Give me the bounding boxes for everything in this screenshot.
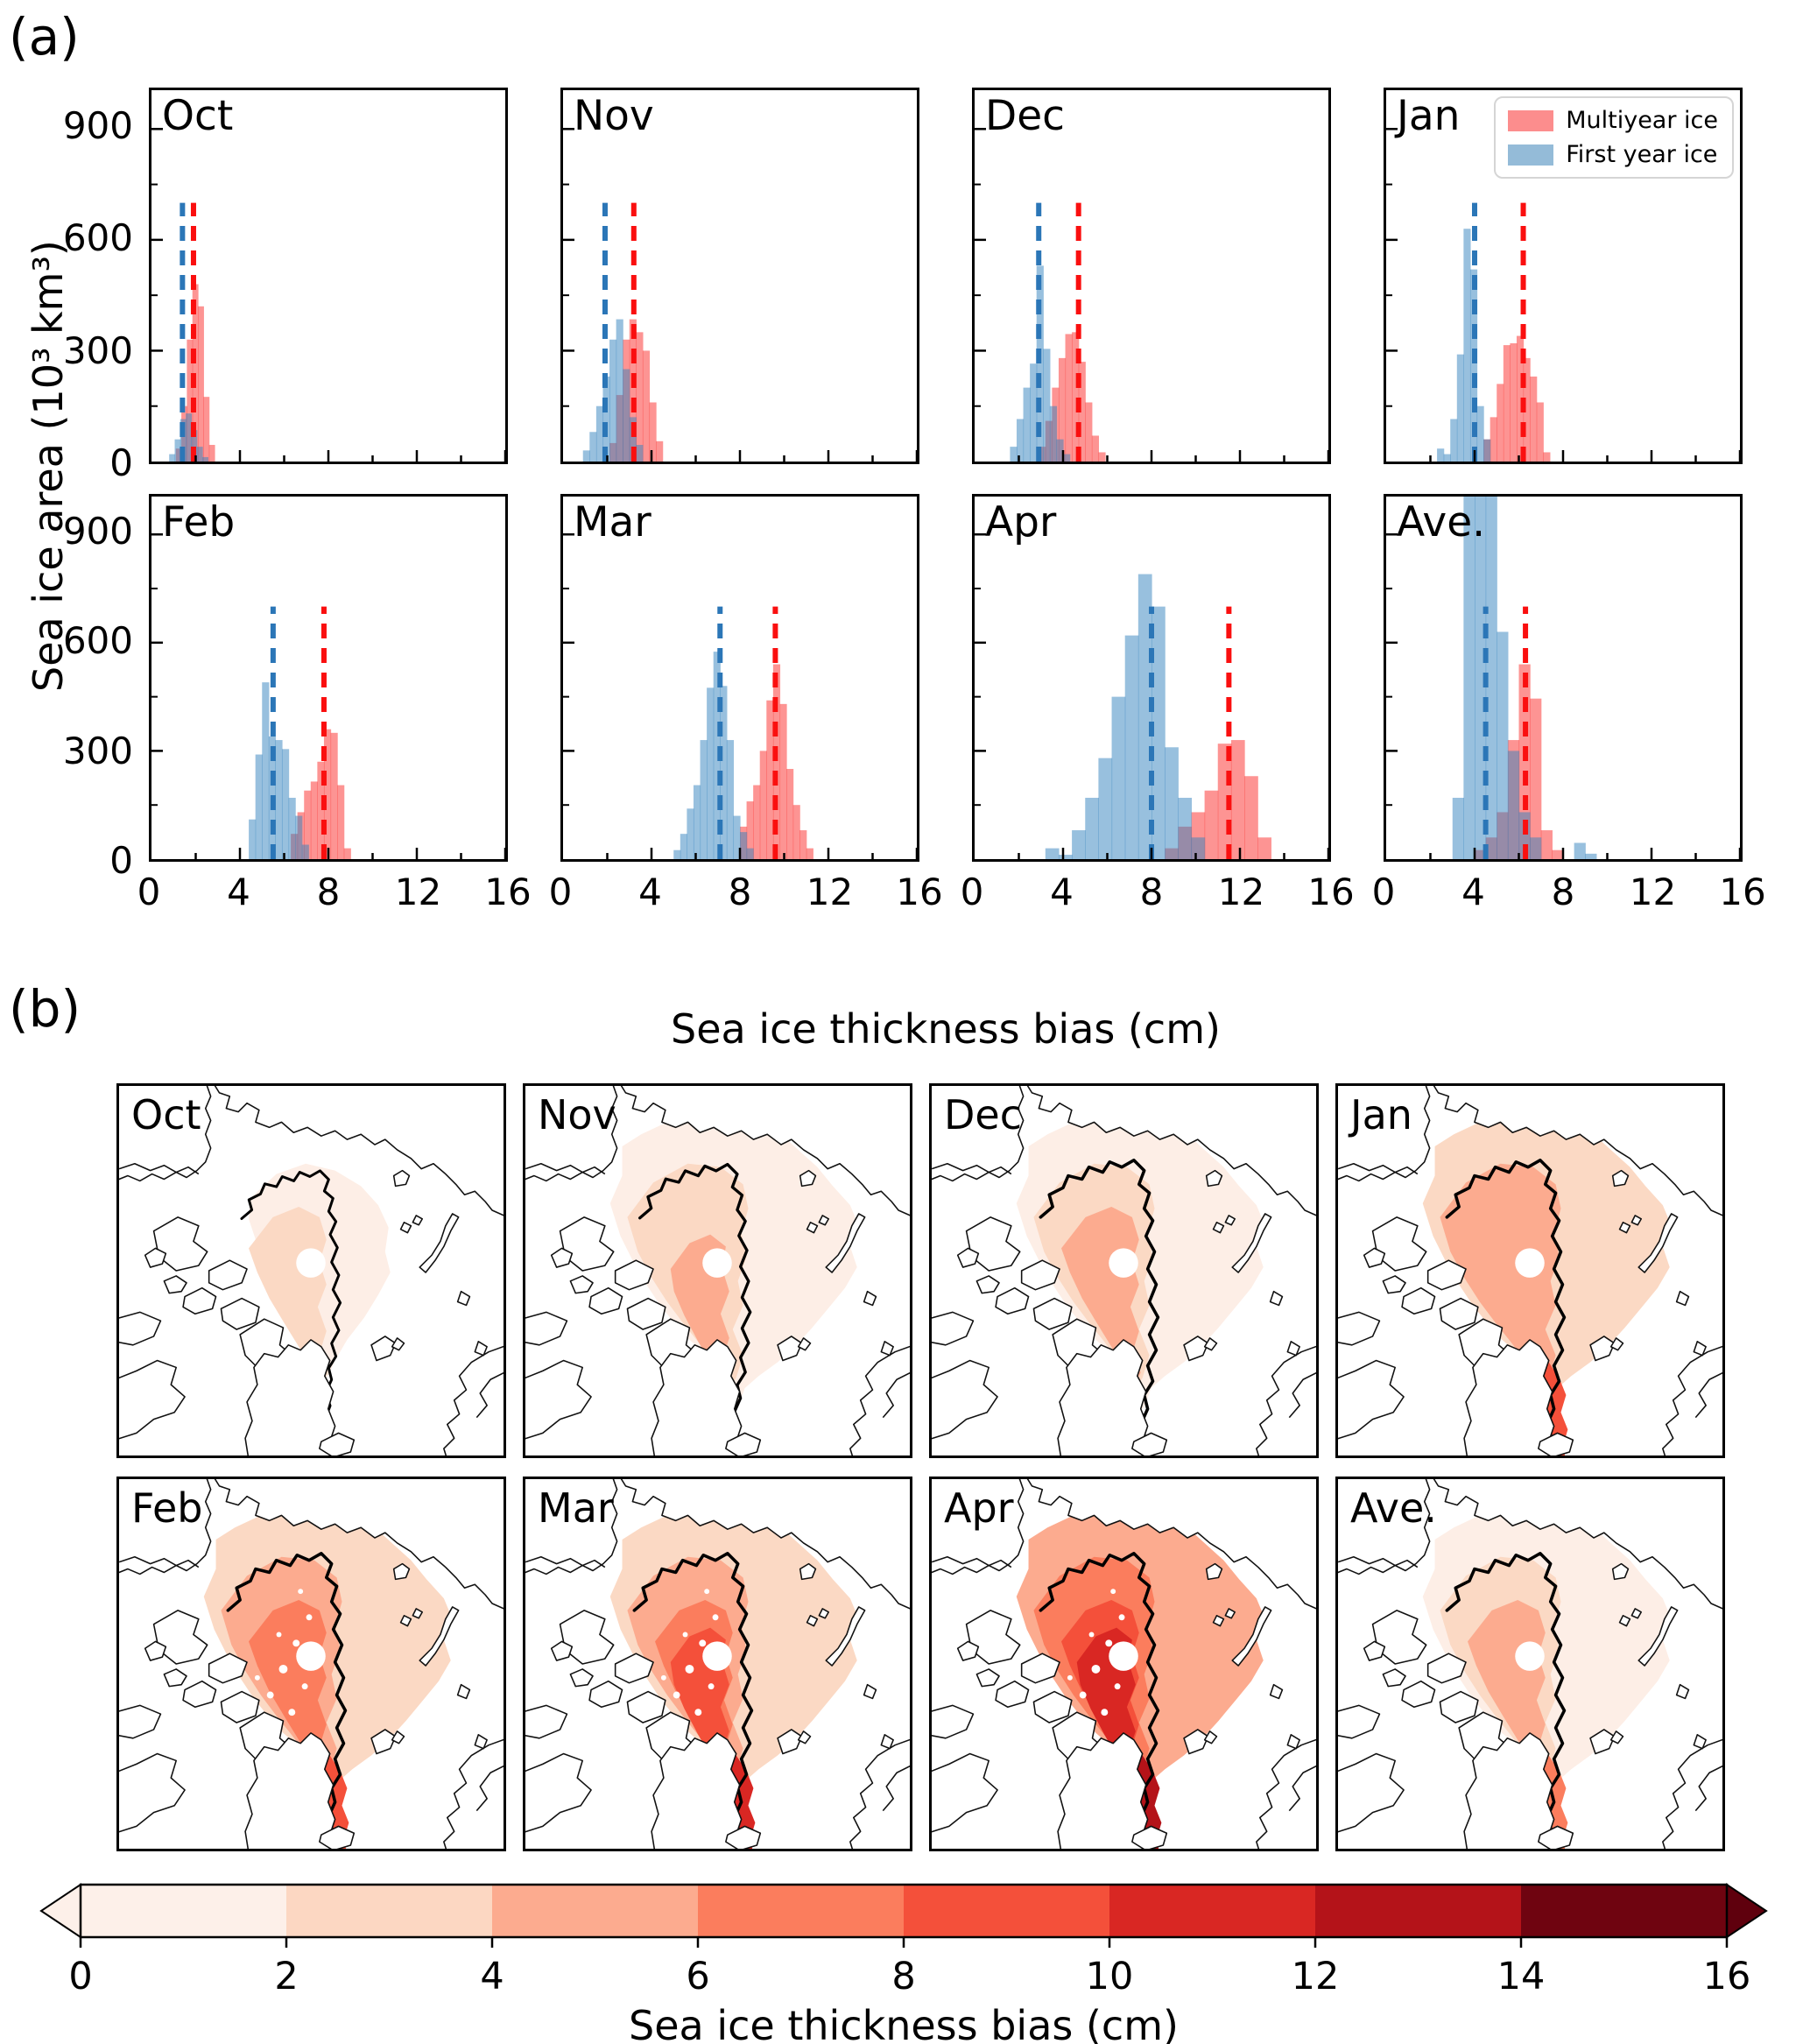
x-tick-label: 0: [960, 870, 984, 913]
map-title: Jan: [1350, 1091, 1412, 1138]
x-tick-label: 12: [1629, 870, 1677, 913]
histogram-subplot-ave: Ave.: [1384, 494, 1743, 862]
map-subplot-nov: Nov: [523, 1083, 912, 1458]
y-tick-label: 900: [62, 509, 133, 553]
x-tick-label: 16: [1307, 870, 1355, 913]
subplot-title: Ave.: [1397, 498, 1486, 546]
map-title: Oct: [131, 1091, 201, 1138]
x-tick-label: 4: [1461, 870, 1485, 913]
x-tick-label: 0: [137, 870, 161, 913]
x-tick-label: 8: [728, 870, 752, 913]
subplot-title: Feb: [162, 498, 236, 546]
x-tick-label: 16: [896, 870, 943, 913]
subplot-title: Mar: [574, 498, 651, 546]
x-tick-label: 0: [548, 870, 573, 913]
legend-label: First year ice: [1566, 141, 1718, 168]
map-subplot-dec: Dec: [929, 1083, 1319, 1458]
x-tick-label: 12: [1217, 870, 1265, 913]
panel-a-label: (a): [9, 7, 80, 67]
x-tick-label: 4: [638, 870, 662, 913]
tick-label: 16: [1702, 1955, 1751, 1998]
tick-label: 4: [480, 1955, 504, 1998]
panel-b-label: (b): [9, 979, 81, 1039]
histogram-subplot-mar: Mar: [560, 494, 919, 862]
legend-label: Multiyear ice: [1566, 107, 1718, 134]
tick-label: 6: [686, 1955, 710, 1998]
multiyear-ice-swatch-icon: [1508, 109, 1554, 131]
histogram-subplot-jan: Jan Multiyear ice First year ice: [1384, 88, 1743, 464]
map-title: Dec: [944, 1091, 1023, 1138]
first-year-ice-swatch-icon: [1508, 144, 1554, 166]
y-tick-label: 300: [62, 729, 133, 772]
map-subplot-feb: Feb: [116, 1477, 506, 1851]
x-tick-label: 4: [1050, 870, 1074, 913]
histogram-subplot-nov: Nov: [560, 88, 919, 464]
x-tick-label: 8: [1551, 870, 1575, 913]
map-title: Apr: [944, 1484, 1014, 1532]
map-subplot-oct: Oct: [116, 1083, 506, 1458]
x-tick-label: 8: [1139, 870, 1164, 913]
x-tick-label: 12: [806, 870, 854, 913]
legend-item-firstyear: First year ice: [1508, 141, 1718, 168]
y-tick-label: 300: [62, 328, 133, 372]
map-subplot-jan: Jan: [1335, 1083, 1725, 1458]
colorbar-label: Sea ice thickness bias (cm): [629, 2002, 1179, 2044]
map-title: Ave.: [1350, 1484, 1437, 1532]
histogram-subplot-apr: Apr: [972, 494, 1331, 862]
x-tick-label: 16: [484, 870, 532, 913]
y-tick-label: 0: [109, 441, 133, 484]
y-tick-label: 600: [62, 619, 133, 663]
map-title: Nov: [538, 1091, 616, 1138]
map-title: Feb: [131, 1484, 203, 1532]
subplot-title: Dec: [985, 92, 1065, 140]
tick-label: 8: [891, 1955, 916, 1998]
x-tick-label: 0: [1371, 870, 1396, 913]
legend: Multiyear ice First year ice: [1494, 96, 1734, 179]
x-tick-label: 4: [227, 870, 250, 913]
subplot-title: Oct: [162, 92, 234, 140]
y-tick-label: 600: [62, 216, 133, 260]
colorbar: [39, 1883, 1768, 1948]
histogram-subplot-feb: Feb: [149, 494, 508, 862]
map-subplot-apr: Apr: [929, 1477, 1319, 1851]
y-tick-label: 900: [62, 103, 133, 147]
map-title: Mar: [538, 1484, 614, 1532]
x-tick-label: 8: [316, 870, 341, 913]
map-subplot-mar: Mar: [523, 1477, 912, 1851]
hist-x-axis-label: Sea ice thickness bias (cm): [671, 1005, 1221, 1053]
x-tick-label: 16: [1719, 870, 1766, 913]
subplot-title: Nov: [574, 92, 654, 140]
subplot-title: Jan: [1397, 92, 1461, 140]
subplot-title: Apr: [985, 498, 1057, 546]
tick-label: 2: [274, 1955, 299, 1998]
x-tick-label: 12: [394, 870, 442, 913]
map-subplot-ave: Ave.: [1335, 1477, 1725, 1851]
tick-label: 12: [1291, 1955, 1340, 1998]
legend-item-multiyear: Multiyear ice: [1508, 107, 1718, 134]
histogram-subplot-dec: Dec: [972, 88, 1331, 464]
histogram-subplot-oct: Oct: [149, 88, 508, 464]
tick-label: 0: [68, 1955, 93, 1998]
tick-label: 10: [1085, 1955, 1134, 1998]
tick-label: 14: [1497, 1955, 1546, 1998]
y-tick-label: 0: [109, 839, 133, 882]
